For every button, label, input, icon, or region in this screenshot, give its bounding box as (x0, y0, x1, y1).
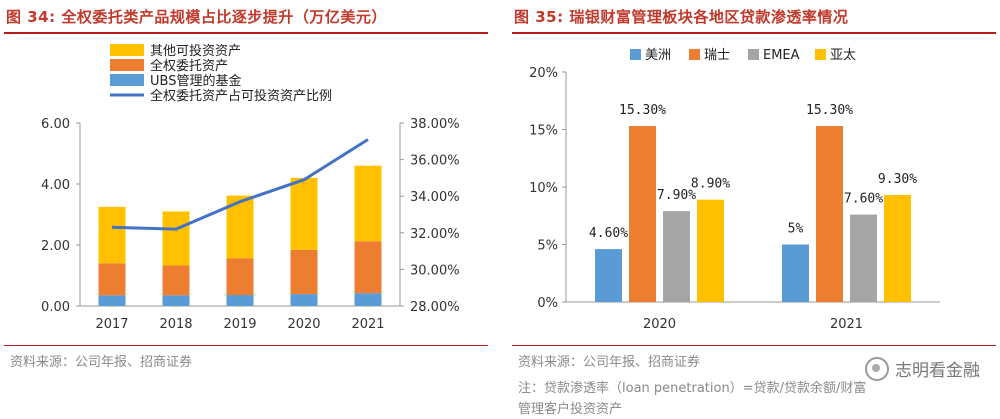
data-label: 7.90% (657, 188, 696, 203)
bar-segment (98, 263, 126, 296)
bar (595, 249, 622, 302)
data-label: 4.60% (589, 226, 628, 241)
right-bottom-rule (512, 345, 996, 346)
legend-label: 瑞士 (704, 48, 730, 63)
y-right-tick-label: 38.00% (410, 117, 460, 132)
bar-segment (162, 211, 190, 266)
y-left-tick-label: 0.00 (41, 300, 70, 315)
bar (884, 195, 911, 302)
bar (697, 199, 724, 302)
y-right-tick-label: 36.00% (410, 154, 460, 169)
right-title-rule (512, 32, 996, 34)
right-chart-svg: 0% 5% 10% 15% 20% 4.60% 15.30% 7.90%8.90% 2020 5%… (529, 48, 940, 332)
legend-swatch (748, 49, 759, 60)
left-chart-title: 图 34: 全权委托类产品规模占比逐步提升（万亿美元） (6, 8, 387, 26)
x-tick-label: 2021 (830, 317, 863, 332)
bar-segment (98, 295, 126, 306)
left-bottom-rule (4, 345, 488, 346)
bar (850, 214, 877, 302)
bar (782, 244, 809, 302)
y-right-tick-label: 30.00% (410, 263, 460, 278)
y-right-tick-label: 28.00% (410, 300, 460, 315)
y-tick-label: 0% (537, 296, 558, 311)
watermark: 志明看金融 (865, 356, 980, 381)
right-note-line2: 管理客户投资资产 (518, 402, 623, 417)
legend-swatch (689, 49, 700, 60)
data-label: 8.90% (691, 177, 730, 192)
y-left-tick-label: 6.00 (41, 117, 70, 132)
bar-segment (226, 295, 254, 306)
bar-segment (226, 258, 254, 296)
right-chart-title: 图 35: 瑞银财富管理板块各地区贷款渗透率情况 (514, 8, 849, 26)
legend-label: 美洲 (645, 48, 671, 63)
left-source: 资料来源：公司年报、招商证券 (10, 355, 193, 370)
bar-segment (290, 249, 318, 295)
legend-label: 亚太 (830, 48, 856, 63)
wechat-icon (865, 356, 889, 381)
bar-segment (290, 177, 318, 250)
watermark-text: 志明看金融 (895, 361, 980, 381)
legend-label: 其他可投资资产 (150, 43, 241, 59)
right-note-line1: 注：贷款渗透率（loan penetration）=贷款/贷款余额/财富 (518, 381, 867, 396)
y-right-tick-label: 32.00% (410, 227, 460, 242)
legend-swatch (630, 49, 641, 60)
right-source: 资料来源：公司年报、招商证券 (518, 355, 701, 370)
legend-swatch (110, 59, 144, 71)
bar-segment (162, 265, 190, 296)
x-tick-label: 2017 (95, 317, 128, 332)
x-tick-label: 2021 (351, 317, 384, 332)
legend-label: 全权委托资产 (150, 58, 228, 74)
left-title-rule (4, 32, 488, 34)
bar-segment (162, 295, 190, 306)
legend-swatch (815, 49, 826, 60)
bar-segment (354, 241, 382, 294)
left-chart-svg: 0.00 2.00 4.00 6.00 28.00% 30.00% 32.00% 34.00%… (41, 43, 460, 332)
bar-segment (98, 206, 126, 264)
data-label: 15.30% (619, 103, 666, 118)
data-label: 9.30% (878, 172, 917, 187)
legend-swatch (110, 44, 144, 56)
y-tick-label: 20% (529, 66, 558, 81)
legend-label: EMEA (763, 48, 800, 63)
y-tick-label: 10% (529, 181, 558, 196)
y-tick-label: 15% (529, 124, 558, 139)
y-tick-label: 5% (537, 239, 558, 254)
bar (663, 211, 690, 302)
right-chart-panel: 图 35: 瑞银财富管理板块各地区贷款渗透率情况 0% 5% 10% 15% 20% 4.… (508, 0, 1000, 419)
y-left-tick-label: 2.00 (41, 239, 70, 254)
legend-label: UBS管理的基金 (150, 73, 241, 89)
bar (816, 126, 843, 302)
data-label: 7.60% (844, 192, 883, 207)
bar (629, 126, 656, 302)
data-label: 5% (788, 222, 804, 237)
bar-segment (354, 293, 382, 306)
bar-segment (354, 165, 382, 242)
legend-swatch (110, 74, 144, 86)
data-label: 15.30% (806, 103, 853, 118)
y-right-tick-label: 34.00% (410, 190, 460, 205)
x-tick-label: 2018 (159, 317, 192, 332)
x-tick-label: 2020 (643, 317, 676, 332)
y-left-tick-label: 4.00 (41, 178, 70, 193)
x-tick-label: 2019 (223, 317, 256, 332)
bar-segment (290, 294, 318, 306)
legend-label: 全权委托资产占可投资资产比例 (150, 88, 332, 104)
left-chart-panel: 图 34: 全权委托类产品规模占比逐步提升（万亿美元） 0.00 2.00 4.00… (0, 0, 492, 419)
x-tick-label: 2020 (287, 317, 320, 332)
